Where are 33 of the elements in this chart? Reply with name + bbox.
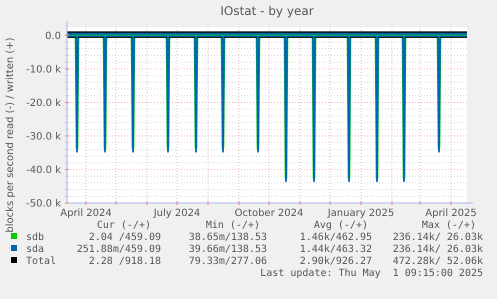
text: 236.14k/ 26.03k <box>392 244 483 255</box>
text: Min (-/+) <box>206 220 260 231</box>
text: Avg (-/+) <box>314 220 368 231</box>
y-tick-label: 0.0 <box>45 30 61 42</box>
text: 1.46k/462.95 <box>300 232 372 243</box>
y-tick-label: -20.0 k <box>26 98 62 109</box>
legend-label: Total <box>26 256 56 267</box>
text: Last update: Thu May 1 09:15:00 2025 <box>260 268 483 279</box>
x-tick-label: April 2025 <box>425 208 477 219</box>
text: 472.28k/ 52.06k <box>392 256 483 267</box>
text: 2.28 /918.18 <box>88 256 161 267</box>
legend-label: sdb <box>26 232 44 243</box>
text: 2.04 /459.09 <box>88 232 161 243</box>
text: 39.66m/138.53 <box>188 244 267 255</box>
x-tick-label: April 2024 <box>60 208 112 219</box>
text: 38.65m/138.53 <box>188 232 267 243</box>
y-tick-label: -40.0 k <box>26 164 62 176</box>
text: Max (-/+) <box>422 220 476 231</box>
text: 1.44k/463.32 <box>300 244 372 255</box>
x-tick-label: January 2025 <box>326 208 394 219</box>
text: 236.14k/ 26.03k <box>392 232 483 243</box>
y-tick-label: -30.0 k <box>26 131 62 142</box>
y-axis-title: blocks per second read (-) / written (+) <box>5 37 16 233</box>
text: Cur (-/+) <box>96 220 151 231</box>
text: 251.88m/459.09 <box>76 244 161 255</box>
text: 79.33m/277.06 <box>188 256 267 267</box>
x-tick-label: July 2024 <box>152 208 200 219</box>
legend-label: sda <box>26 244 44 255</box>
x-tick-label: October 2024 <box>234 208 304 219</box>
text: 2.90k/926.27 <box>300 256 372 267</box>
chart-title: IOstat - by year <box>220 4 314 18</box>
y-tick-label: -50.0 k <box>26 198 62 210</box>
y-tick-label: -10.0 k <box>26 64 62 76</box>
